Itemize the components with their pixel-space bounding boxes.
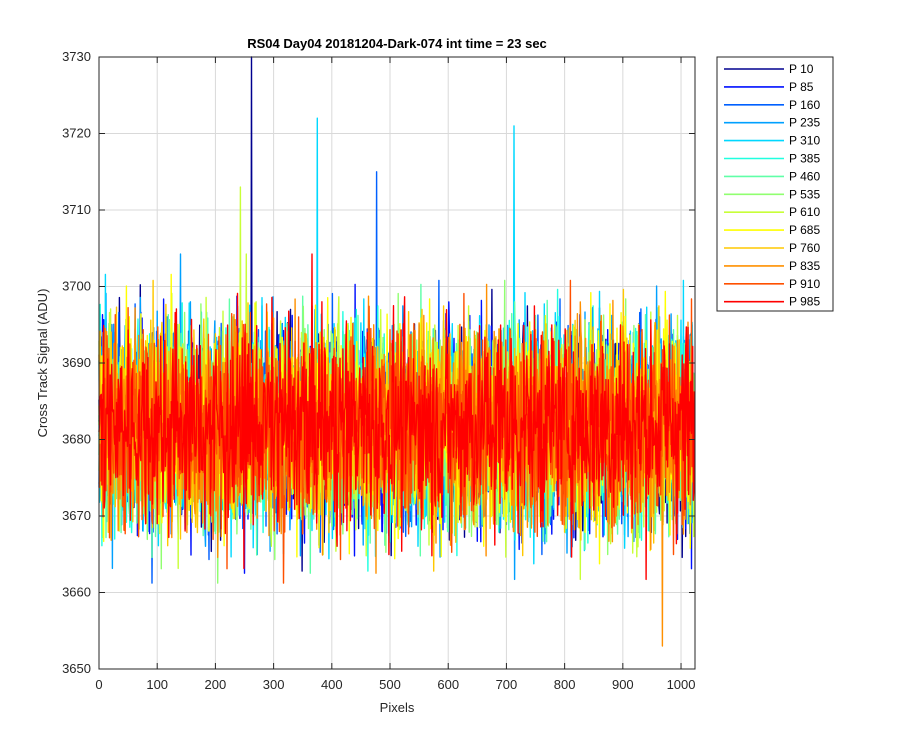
legend-label: P 760 (789, 241, 820, 255)
x-axis-label: Pixels (380, 700, 415, 715)
y-tick-label: 3650 (62, 661, 91, 676)
series-line-p-985 (98, 253, 696, 581)
y-tick-label: 3700 (62, 279, 91, 294)
chart-title: RS04 Day04 20181204-Dark-074 int time = … (247, 36, 547, 51)
x-tick-label: 300 (263, 677, 285, 692)
legend-label: P 985 (789, 295, 820, 309)
legend: P 10 P 85 P 160 P 235 P 310 P 385 P 460 P 535 P … (716, 56, 834, 312)
y-tick-label: 3680 (62, 432, 91, 447)
legend-label: P 385 (789, 152, 820, 166)
legend-label: P 310 (789, 134, 820, 148)
legend-label: P 10 (789, 62, 814, 76)
x-tick-label: 600 (437, 677, 459, 692)
x-tick-label: 500 (379, 677, 401, 692)
legend-label: P 835 (789, 259, 820, 273)
y-tick-label: 3660 (62, 585, 91, 600)
series-lines (98, 56, 696, 647)
legend-label: P 460 (789, 169, 820, 183)
legend-label: P 910 (789, 277, 820, 291)
legend-label: P 685 (789, 223, 820, 237)
axis-ticks: 0 100 200 300 400 500 600 700 800 900 1000 3650 3660… (62, 49, 695, 692)
legend-label: P 85 (789, 80, 814, 94)
x-tick-label: 800 (554, 677, 576, 692)
legend-label: P 235 (789, 116, 820, 130)
legend-label: P 160 (789, 98, 820, 112)
legend-label: P 610 (789, 205, 820, 219)
x-tick-label: 200 (205, 677, 227, 692)
legend-label: P 535 (789, 187, 820, 201)
legend-box (716, 56, 834, 312)
x-tick-label: 1000 (667, 677, 696, 692)
y-axis-label: Cross Track Signal (ADU) (35, 289, 50, 438)
y-tick-label: 3690 (62, 355, 91, 370)
x-tick-label: 700 (496, 677, 518, 692)
y-tick-label: 3670 (62, 508, 91, 523)
x-tick-label: 400 (321, 677, 343, 692)
x-tick-label: 100 (146, 677, 168, 692)
x-tick-label: 900 (612, 677, 634, 692)
y-tick-label: 3720 (62, 126, 91, 141)
x-tick-label: 0 (95, 677, 102, 692)
y-tick-label: 3730 (62, 49, 91, 64)
y-tick-label: 3710 (62, 202, 91, 217)
